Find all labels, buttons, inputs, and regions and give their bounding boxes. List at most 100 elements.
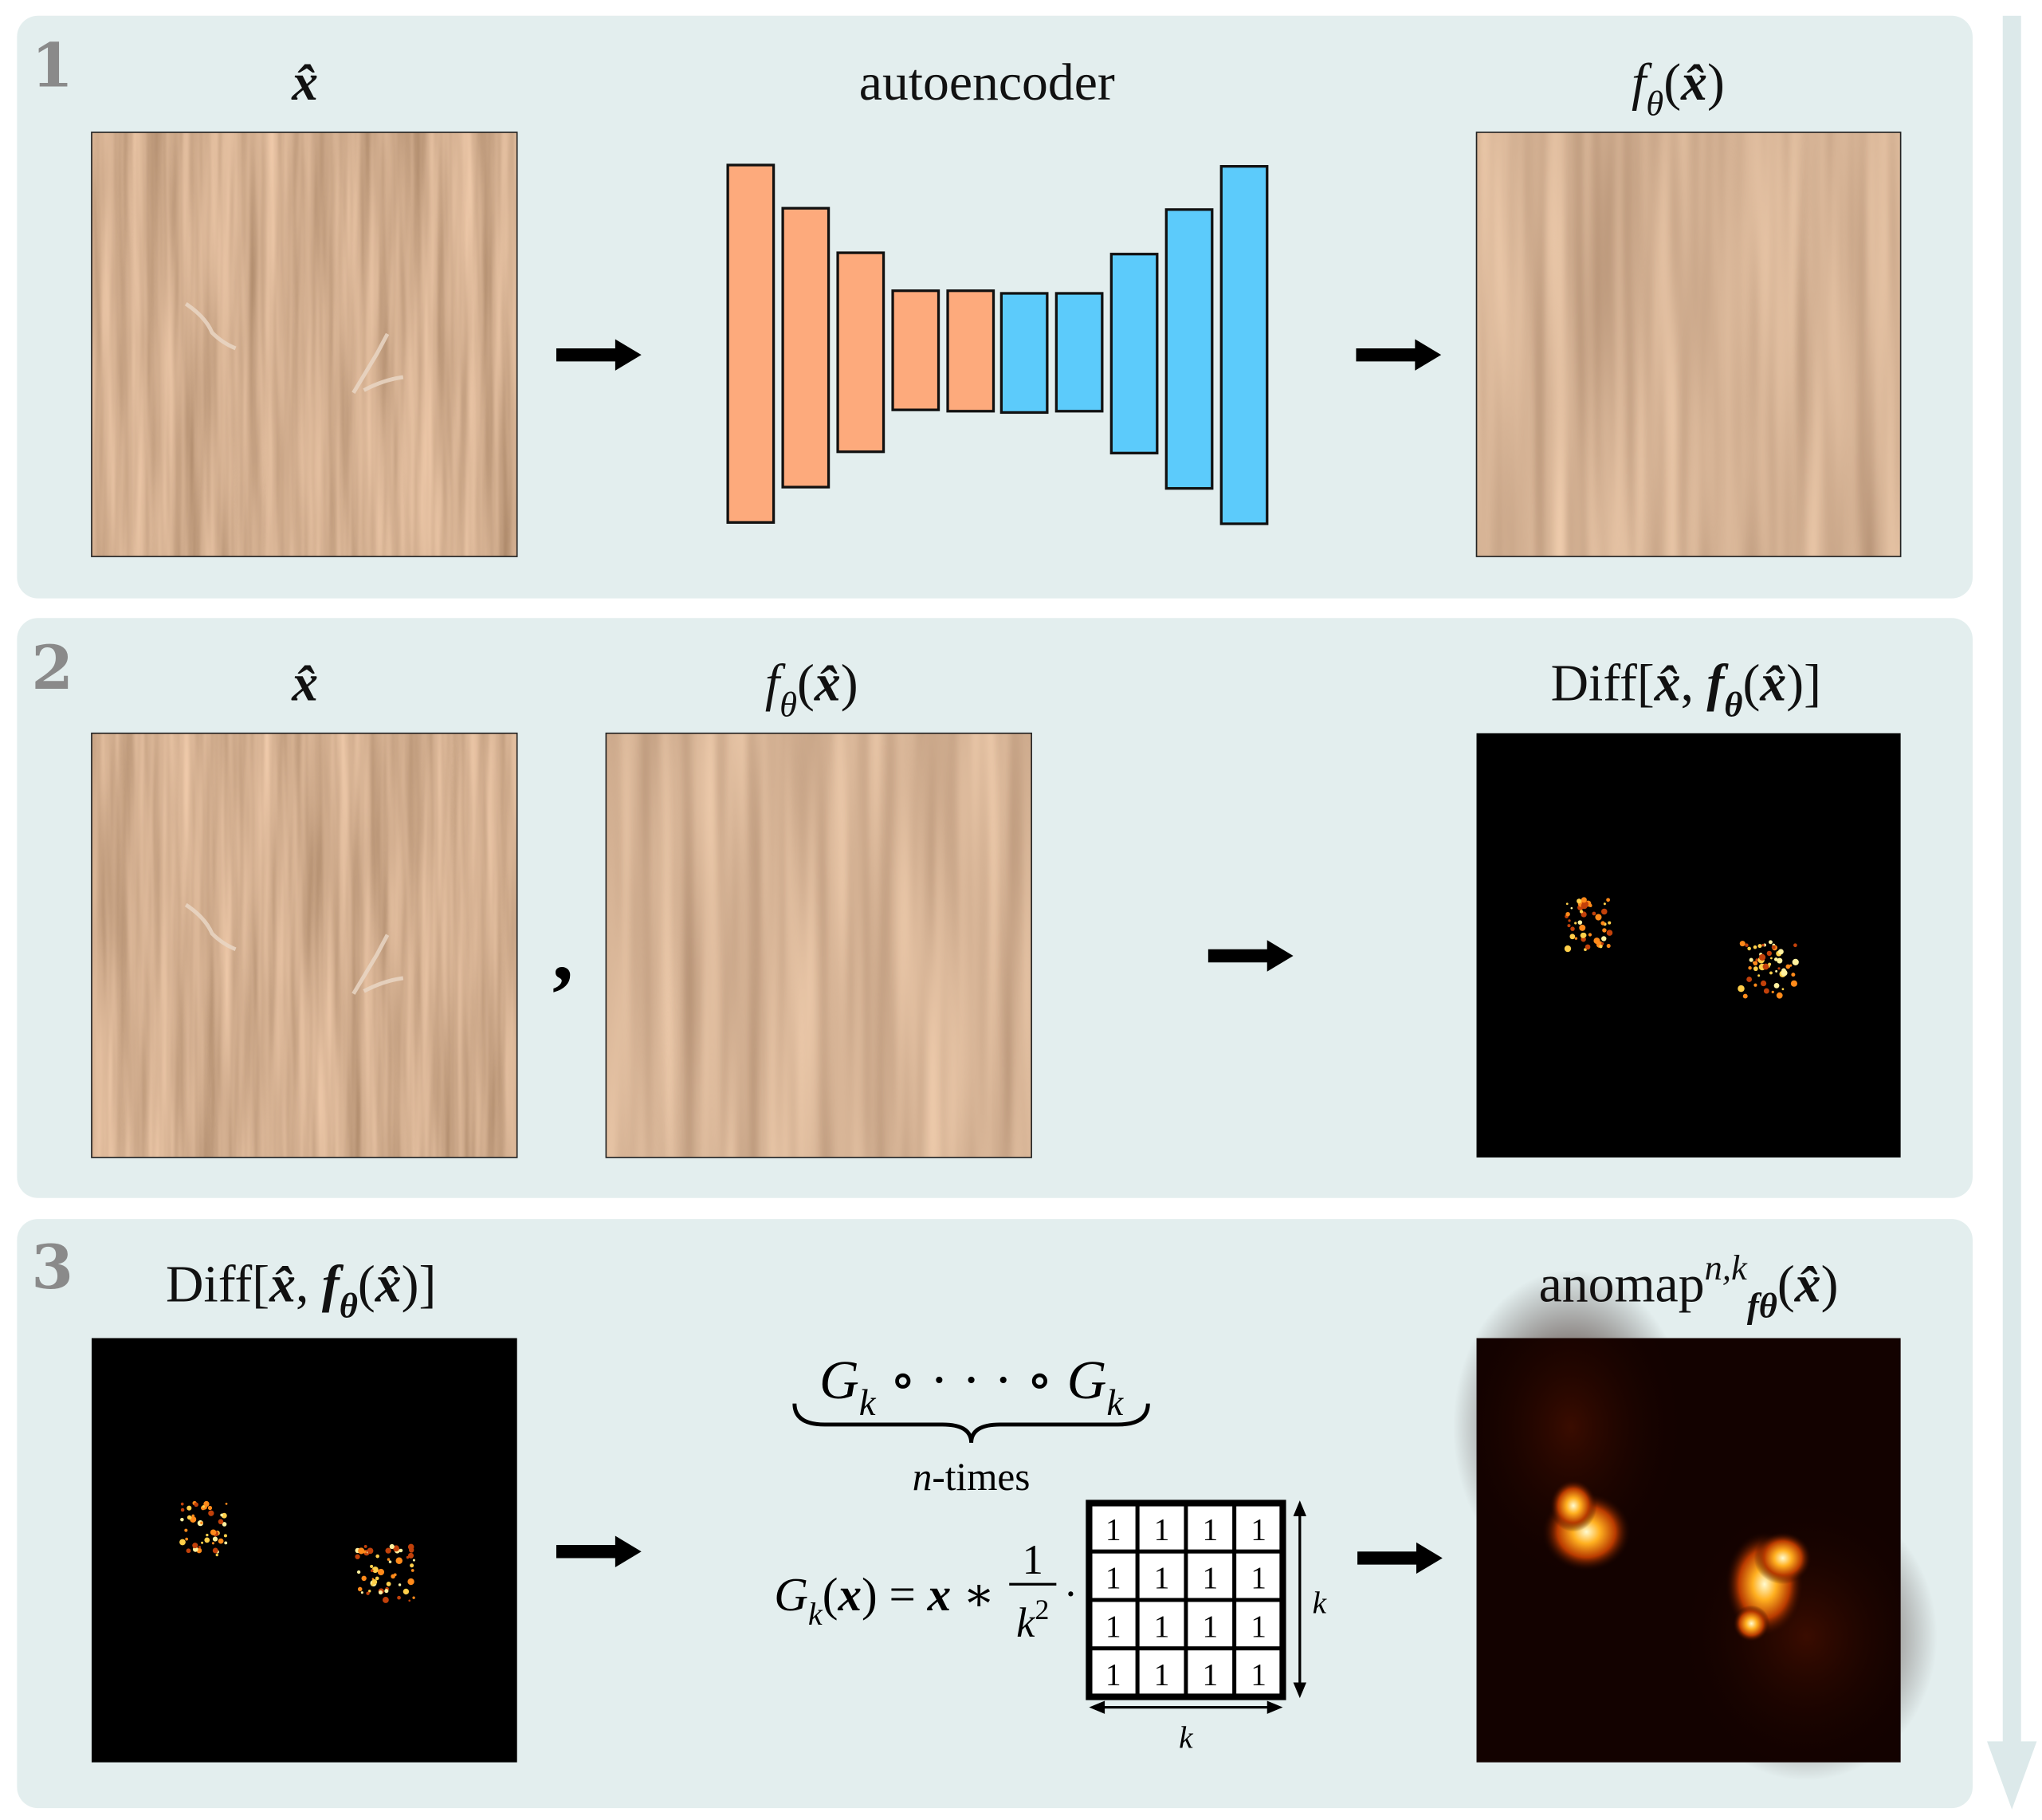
label-part: fθ: [1747, 1285, 1777, 1325]
kernel-value: 1: [1105, 1560, 1121, 1595]
speck: [198, 1546, 202, 1549]
speck: [1581, 897, 1587, 903]
kernel-width-label: k: [1179, 1720, 1194, 1755]
output-label: Diff[x̂, fθ(x̂)]: [1551, 654, 1821, 725]
speck: [377, 1568, 385, 1576]
image-frame: [91, 732, 518, 1158]
speck: [1790, 980, 1797, 987]
speck: [1781, 969, 1788, 977]
speck: [1569, 934, 1576, 940]
speck: [1570, 906, 1573, 910]
label-part: x̂: [1654, 654, 1681, 713]
label-part: ,: [1681, 654, 1707, 713]
label-part: k: [859, 1382, 877, 1424]
speck: [218, 1538, 224, 1544]
speck: [1791, 973, 1796, 977]
speck: [1739, 941, 1746, 947]
speck: [1593, 938, 1600, 945]
speck: [194, 1502, 198, 1507]
speck: [1606, 898, 1610, 902]
label-part: x̂: [269, 1256, 296, 1314]
speck: [1565, 911, 1570, 917]
kernel-value: 1: [1154, 1511, 1170, 1547]
speck: [395, 1557, 403, 1565]
speck: [1564, 945, 1572, 953]
denominator: k2: [1016, 1594, 1049, 1646]
speck: [393, 1545, 399, 1552]
diff-spots: [1564, 897, 1799, 999]
label-part: x: [837, 1568, 862, 1621]
speck: [407, 1578, 414, 1586]
kernel: 1 1 1 11 1 1 11 1 1 11 1 1 1: [1086, 1500, 1286, 1700]
speck: [1595, 914, 1602, 921]
arrow: [556, 1535, 642, 1567]
autoencoder: [726, 163, 1269, 525]
speck: [1777, 949, 1784, 955]
kernel-value: 1: [1202, 1511, 1218, 1547]
speck: [375, 1554, 379, 1559]
kernel-value: 1: [1105, 1657, 1121, 1692]
speck: [1749, 957, 1753, 962]
kernel-value: 1: [1154, 1657, 1170, 1692]
speck: [224, 1541, 228, 1545]
second-label: fθ(x̂): [765, 654, 858, 725]
kernel-value: 1: [1251, 1511, 1266, 1547]
speck: [1777, 957, 1783, 964]
speck: [1761, 943, 1765, 947]
label-part: G: [1067, 1350, 1107, 1410]
speck: [1793, 943, 1797, 948]
speck: [357, 1586, 363, 1592]
label-part: (: [797, 654, 815, 713]
speck: [370, 1569, 374, 1572]
separator: ,: [552, 905, 573, 998]
speck: [410, 1569, 414, 1572]
defect: [184, 902, 404, 995]
speck: [1762, 963, 1769, 970]
speck: [1768, 940, 1773, 945]
label-part: k: [808, 1596, 823, 1632]
kernel-border: [1086, 1500, 1286, 1700]
decoder-layer: [1219, 165, 1269, 525]
encoder-layer: [836, 251, 886, 454]
kernel-value: 1: [1251, 1560, 1266, 1595]
label-part: ): [1707, 53, 1725, 112]
label-part: Diff[: [1551, 654, 1655, 713]
encoder-layer: [781, 206, 831, 489]
speck: [1766, 950, 1772, 957]
panel-number: 3: [31, 1232, 73, 1303]
speck: [212, 1547, 218, 1554]
arrowhead: [1293, 1682, 1307, 1699]
image-frame: [605, 732, 1032, 1158]
speck: [370, 1564, 374, 1568]
speck: [1579, 910, 1584, 914]
brace-label: n-times: [913, 1455, 1031, 1499]
speck: [1777, 967, 1781, 970]
encoder-layer: [726, 163, 776, 525]
kernel-value: 1: [1251, 1609, 1266, 1644]
kernel-value: 1: [1105, 1511, 1121, 1547]
image-frame: [1475, 132, 1902, 557]
kernel-height-label: k: [1313, 1585, 1328, 1620]
image-frame: [91, 132, 518, 557]
label-part: n: [913, 1455, 933, 1499]
speck: [1565, 902, 1569, 906]
label-part: (: [1742, 654, 1760, 713]
label-part: x̂: [291, 53, 318, 112]
speck: [1742, 993, 1748, 999]
speck: [212, 1536, 218, 1542]
kernel-value: 1: [1154, 1609, 1170, 1644]
diff-image: [91, 1338, 517, 1763]
speck: [355, 1554, 360, 1559]
heat-haze: [1675, 1492, 1938, 1781]
input-label: Diff[x̂, fθ(x̂)]: [166, 1256, 436, 1326]
speck: [1580, 932, 1586, 938]
label-part: -times: [932, 1455, 1030, 1499]
speck: [1581, 902, 1588, 910]
composition: Gk ∘ · · · ∘ Gk: [819, 1350, 1124, 1424]
speck: [403, 1588, 410, 1595]
label-part: x̂: [375, 1256, 402, 1314]
speck: [180, 1507, 185, 1512]
kernel-value: 1: [1154, 1560, 1170, 1595]
speck: [1600, 908, 1608, 915]
speck: [1746, 977, 1753, 982]
